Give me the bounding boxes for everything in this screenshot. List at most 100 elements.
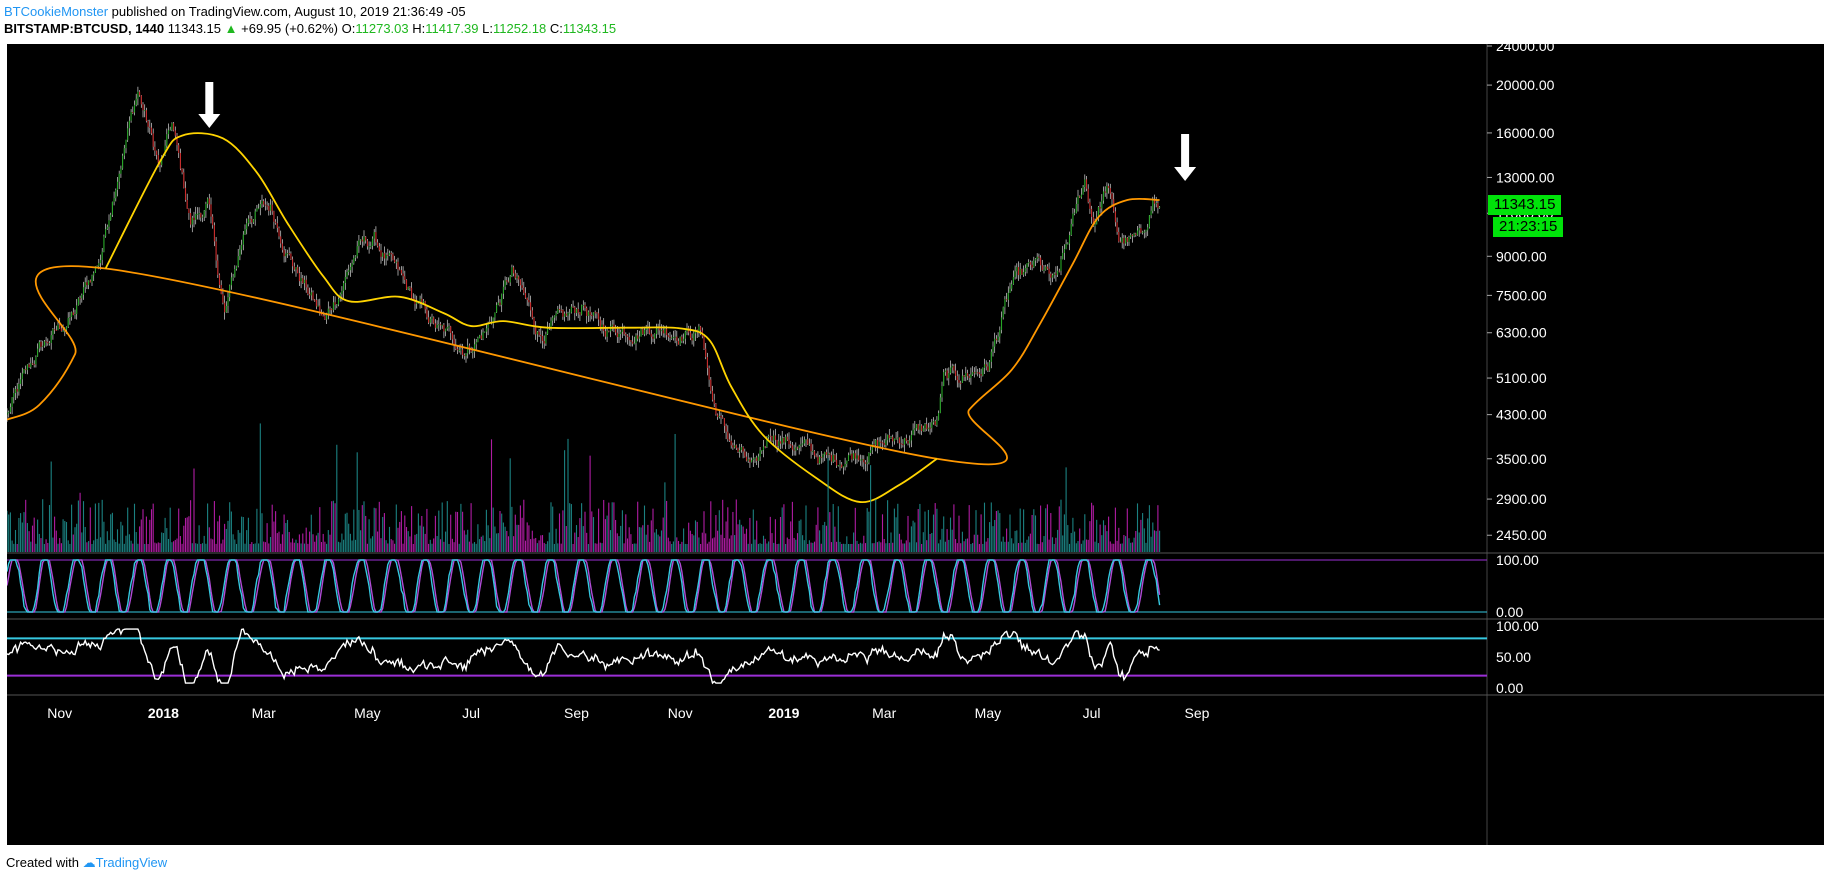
volume-bar xyxy=(451,538,453,552)
candle-body xyxy=(973,372,975,374)
last-price: 11343.15 xyxy=(167,21,222,36)
candle-body xyxy=(987,366,989,371)
chart-area[interactable] xyxy=(7,44,1824,845)
candle-body xyxy=(149,126,151,128)
candle-body xyxy=(1058,270,1060,272)
volume-bar xyxy=(200,543,202,552)
volume-bar xyxy=(643,505,646,552)
volume-bar xyxy=(876,542,878,552)
candle-body xyxy=(344,276,346,284)
volume-bar xyxy=(7,510,8,552)
candle-body xyxy=(1109,188,1111,194)
volume-bar xyxy=(995,511,997,552)
symbol-label[interactable]: BITSTAMP:BTCUSD, 1440 xyxy=(4,21,165,36)
volume-bar xyxy=(232,534,234,552)
candle-body xyxy=(21,373,23,380)
volume-bar xyxy=(764,538,766,552)
volume-bar xyxy=(808,540,810,552)
candle-body xyxy=(407,287,409,290)
candle-body xyxy=(764,446,766,448)
volume-bar xyxy=(922,532,924,552)
candle-body xyxy=(485,328,487,332)
volume-bar xyxy=(125,535,127,552)
volume-bar xyxy=(122,525,124,552)
candle-body xyxy=(1082,186,1084,195)
candle-body xyxy=(594,312,596,314)
candle-body xyxy=(421,298,423,303)
candle-body xyxy=(303,279,306,284)
candle-body xyxy=(579,312,581,315)
candle-body xyxy=(681,336,683,341)
candle-body xyxy=(955,370,957,376)
candle-body xyxy=(683,338,685,341)
volume-bar xyxy=(599,542,601,552)
volume-bar xyxy=(898,533,901,552)
candle-body xyxy=(941,385,943,398)
candle-body xyxy=(132,112,134,114)
volume-bar xyxy=(412,543,414,552)
volume-bar xyxy=(322,533,324,552)
tradingview-brand-link[interactable]: TradingView xyxy=(95,855,168,870)
candle-body xyxy=(751,460,753,463)
volume-bar xyxy=(140,519,142,552)
volume-bar xyxy=(88,541,90,552)
volume-bar xyxy=(718,510,720,552)
candle-body xyxy=(234,268,236,277)
candle-body xyxy=(817,456,819,464)
candle-body xyxy=(477,337,479,342)
candle-body xyxy=(628,336,630,341)
volume-bar xyxy=(604,519,606,552)
candle-body xyxy=(820,456,822,458)
volume-bar xyxy=(144,543,146,552)
volume-bar xyxy=(598,508,600,552)
volume-bar xyxy=(943,516,945,552)
volume-bar xyxy=(266,523,268,552)
candle-body xyxy=(761,450,763,452)
candle-body xyxy=(1159,206,1161,208)
volume-bar xyxy=(314,541,316,552)
candle-body xyxy=(1123,237,1125,244)
candle-body xyxy=(436,325,438,328)
candle-body xyxy=(103,236,105,252)
volume-bar xyxy=(977,534,979,552)
candle-body xyxy=(235,265,238,269)
author-link[interactable]: BTCookieMonster xyxy=(4,4,109,19)
volume-bar xyxy=(929,533,931,552)
candle-body xyxy=(295,267,297,270)
volume-bar xyxy=(1159,530,1161,552)
candle-body xyxy=(71,312,73,318)
volume-bar xyxy=(798,520,800,552)
volume-bar xyxy=(356,452,358,552)
candle-body xyxy=(514,273,516,279)
volume-bar xyxy=(815,524,817,552)
candle-body xyxy=(18,383,20,392)
volume-bar xyxy=(504,526,506,552)
volume-bar xyxy=(1109,541,1111,552)
candle-body xyxy=(538,331,540,335)
candle-body xyxy=(1029,262,1031,265)
volume-bar xyxy=(506,530,508,552)
volume-bar xyxy=(786,537,788,552)
candle-body xyxy=(620,331,622,335)
candle-body xyxy=(378,246,380,251)
volume-bar xyxy=(734,535,736,552)
candle-body xyxy=(1108,185,1110,189)
volume-bar xyxy=(467,529,469,552)
volume-bar xyxy=(450,514,452,552)
candle-body xyxy=(1135,233,1137,235)
candle-body xyxy=(513,267,515,274)
volume-bar xyxy=(941,528,943,552)
candle-body xyxy=(611,324,613,327)
chart-canvas[interactable]: 24000.0020000.0016000.0013000.0011000.00… xyxy=(7,44,1824,845)
volume-bar xyxy=(72,534,74,552)
volume-bar xyxy=(1050,513,1052,552)
volume-bar xyxy=(825,525,827,552)
volume-bar xyxy=(817,507,819,552)
candle-body xyxy=(521,285,523,288)
volume-bar xyxy=(281,534,283,552)
volume-bar xyxy=(747,543,749,552)
time-tick-label: Sep xyxy=(564,705,589,721)
volume-bar xyxy=(985,541,987,552)
volume-bar xyxy=(26,523,28,552)
volume-bar xyxy=(1096,519,1098,552)
